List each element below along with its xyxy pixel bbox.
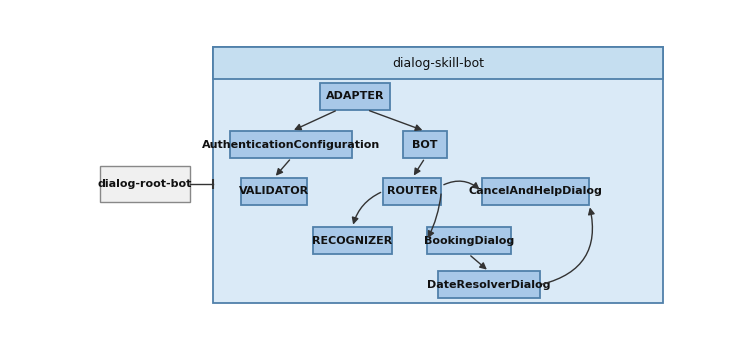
FancyBboxPatch shape	[320, 83, 390, 110]
FancyBboxPatch shape	[213, 47, 663, 79]
Text: AuthenticationConfiguration: AuthenticationConfiguration	[202, 139, 380, 150]
Text: ADAPTER: ADAPTER	[326, 91, 385, 101]
Text: CancelAndHelpDialog: CancelAndHelpDialog	[469, 186, 602, 196]
Text: VALIDATOR: VALIDATOR	[238, 186, 309, 196]
FancyBboxPatch shape	[100, 166, 190, 202]
FancyBboxPatch shape	[230, 131, 352, 158]
Text: ROUTER: ROUTER	[387, 186, 438, 196]
Text: dialog-skill-bot: dialog-skill-bot	[392, 57, 484, 69]
Text: BOT: BOT	[413, 139, 438, 150]
Text: DateResolverDialog: DateResolverDialog	[427, 280, 550, 290]
FancyBboxPatch shape	[404, 131, 447, 158]
FancyBboxPatch shape	[213, 47, 663, 304]
Text: RECOGNIZER: RECOGNIZER	[312, 236, 392, 246]
FancyBboxPatch shape	[438, 271, 540, 298]
Text: dialog-root-bot: dialog-root-bot	[98, 179, 192, 189]
FancyBboxPatch shape	[482, 178, 590, 205]
FancyBboxPatch shape	[314, 227, 392, 254]
FancyBboxPatch shape	[427, 227, 511, 254]
FancyBboxPatch shape	[383, 178, 441, 205]
Text: BookingDialog: BookingDialog	[424, 236, 514, 246]
FancyBboxPatch shape	[241, 178, 308, 205]
